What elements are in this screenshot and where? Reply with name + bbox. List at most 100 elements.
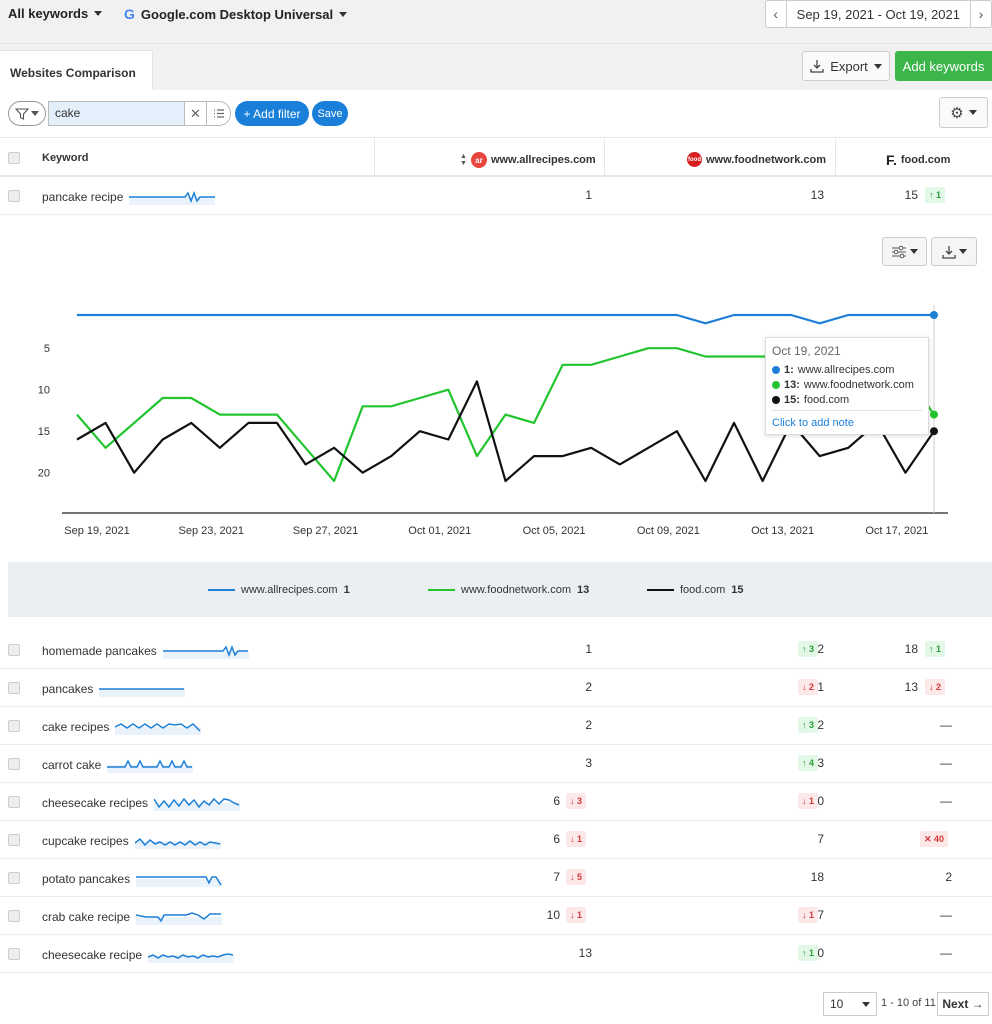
add-filter-button[interactable]: + Add filter (235, 101, 309, 126)
rank-allrecipes: 10 (546, 908, 560, 922)
keyword-cell: cupcake recipes (42, 833, 221, 849)
legend-item-food[interactable]: food.com 15 (647, 584, 744, 596)
table-row[interactable]: homemade pancakes112↑ 318↑ 1 (0, 631, 992, 669)
chevron-down-icon (339, 11, 348, 17)
chevron-right-icon[interactable]: › (978, 6, 984, 22)
rank-change-badge: ↑ 1 (925, 187, 946, 203)
y-tick-label: 5 (44, 343, 50, 355)
table-row[interactable]: cheesecake recipe1310↑ 1— (0, 935, 992, 973)
tooltip-rank: 13: (784, 379, 800, 391)
rank-allrecipes: 6 (553, 832, 560, 846)
legend-value: 13 (577, 584, 590, 596)
x-tick-label: Sep 27, 2021 (293, 525, 358, 537)
rank-foodnetwork: 7 (817, 908, 824, 922)
row-checkbox[interactable] (8, 644, 20, 656)
chevron-left-icon[interactable]: ‹ (773, 6, 778, 22)
rank-food: 13 (904, 680, 918, 694)
column-header-allrecipes[interactable]: ▲ ▼ ar www.allrecipes.com (460, 152, 596, 168)
select-all-checkbox[interactable] (8, 152, 20, 164)
rank-food: — (940, 794, 952, 808)
row-checkbox[interactable] (8, 910, 20, 922)
series-dot-icon (772, 396, 780, 404)
list-icon[interactable] (207, 101, 231, 126)
add-keywords-button[interactable]: Add keywords (895, 51, 992, 81)
rank-change-badge: ↑ 1 (798, 945, 819, 961)
column-header-food[interactable]: F. food.com (886, 152, 950, 168)
legend-item-allrecipes[interactable]: www.allrecipes.com 1 (208, 584, 350, 596)
filter-bar (0, 90, 992, 138)
table-row[interactable]: cupcake recipes 6 ↓ 1 7 ✕ 40 (0, 821, 992, 859)
next-page-button[interactable]: Next → (937, 992, 989, 1016)
table-row-expanded[interactable]: pancake recipe 1 13 15 ↑ 1 (0, 177, 992, 215)
keyword-label: crab cake recipe (42, 910, 131, 924)
tooltip-item: 13: www.foodnetwork.com (772, 379, 922, 391)
series-dot-icon (772, 381, 780, 389)
settings-button[interactable]: ⚙ (939, 97, 988, 128)
sparkline (134, 837, 221, 849)
chevron-down-icon (910, 249, 918, 254)
row-checkbox[interactable] (8, 796, 20, 808)
legend-label: www.allrecipes.com (241, 584, 338, 596)
row-checkbox[interactable] (8, 682, 20, 694)
foodnetwork-logo-icon: food (687, 152, 702, 167)
column-header-keyword[interactable]: Keyword (42, 152, 89, 164)
keyword-cell: pancakes (42, 681, 186, 697)
row-checkbox[interactable] (8, 834, 20, 846)
keyword-cell: pancake recipe (42, 189, 216, 205)
table-row[interactable]: carrot cake313↑ 4— (0, 745, 992, 783)
download-icon (810, 60, 824, 73)
chevron-down-icon (862, 1001, 870, 1007)
rank-foodnetwork: 13 (810, 188, 824, 202)
save-filter-button[interactable]: Save (312, 101, 348, 126)
x-tick-label: Oct 01, 2021 (408, 525, 471, 537)
rank-foodnetwork: 7 (817, 832, 824, 846)
keywords-dropdown[interactable]: All keywords (8, 6, 103, 21)
date-range-label[interactable]: Sep 19, 2021 - Oct 19, 2021 (785, 1, 971, 27)
tooltip-item: 15: food.com (772, 394, 922, 406)
legend-label: www.foodnetwork.com (461, 584, 572, 596)
keyword-cell: cake recipes (42, 719, 202, 735)
rank-change-badge: ↓ 1 (798, 793, 819, 809)
table-header: Keyword ▲ ▼ ar www.allrecipes.com food ww… (0, 139, 992, 177)
sparkline (115, 723, 202, 735)
row-checkbox[interactable] (8, 758, 20, 770)
chart-download-button[interactable] (931, 237, 977, 266)
column-divider (835, 139, 836, 177)
search-input[interactable]: cake (48, 101, 185, 126)
row-checkbox[interactable] (8, 190, 20, 202)
chart-settings-button[interactable] (882, 237, 927, 266)
tab-websites-comparison[interactable]: Websites Comparison (0, 50, 153, 90)
page-size-select[interactable]: 10 (823, 992, 877, 1016)
table-row[interactable]: crab cake recipe 10 ↓ 1 7 ↓ 1— (0, 897, 992, 935)
top-bar: All keywords G Google.com Desktop Univer… (0, 0, 992, 44)
keyword-cell: carrot cake (42, 757, 194, 773)
table-row[interactable]: potato pancakes 7 ↓ 5 18 2 (0, 859, 992, 897)
tooltip-rank: 1: (784, 364, 794, 376)
row-checkbox[interactable] (8, 948, 20, 960)
legend-item-foodnetwork[interactable]: www.foodnetwork.com 13 (428, 584, 589, 596)
chevron-down-icon (31, 111, 39, 116)
tooltip-rank: 15: (784, 394, 800, 406)
table-row[interactable]: pancakes211↓ 213↓ 2 (0, 669, 992, 707)
table-row[interactable]: cake recipes212↑ 3— (0, 707, 992, 745)
row-checkbox[interactable] (8, 720, 20, 732)
sparkline (148, 953, 235, 963)
export-button[interactable]: Export (802, 51, 890, 81)
series-point (930, 311, 938, 319)
clear-search-icon[interactable]: ✕ (185, 101, 207, 126)
rank-food: 18 (904, 642, 918, 656)
column-header-foodnetwork[interactable]: food www.foodnetwork.com (687, 152, 826, 167)
add-note-link[interactable]: Click to add note (772, 410, 922, 429)
filter-type-dropdown[interactable] (8, 101, 46, 126)
chevron-down-icon (873, 63, 882, 69)
x-tick-label: Sep 19, 2021 (64, 525, 129, 537)
row-checkbox[interactable] (8, 872, 20, 884)
sparkline (154, 797, 241, 811)
rank-change-badge: ↑ 4 (798, 755, 819, 771)
chart-tooltip: Oct 19, 2021 1: www.allrecipes.com 13: w… (765, 337, 929, 435)
tooltip-item: 1: www.allrecipes.com (772, 364, 922, 376)
gear-icon: ⚙ (950, 104, 964, 122)
engine-dropdown[interactable]: G Google.com Desktop Universal (124, 6, 348, 22)
food-logo-icon: F. (886, 152, 897, 168)
